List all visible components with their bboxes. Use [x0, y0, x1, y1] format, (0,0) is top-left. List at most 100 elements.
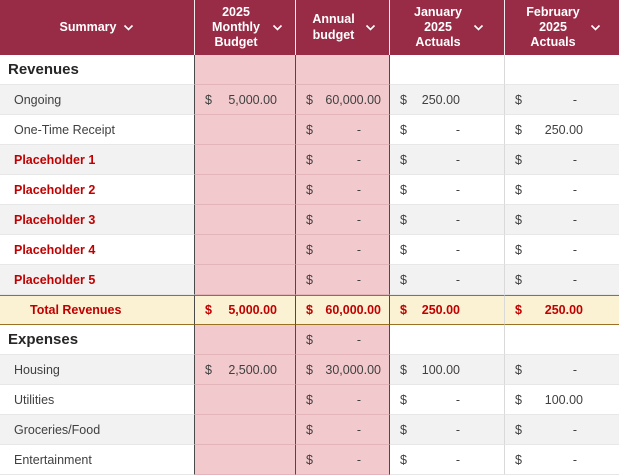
cell-january-actuals[interactable]: $100.00	[390, 355, 505, 385]
cell-annual-budget[interactable]: $ -	[296, 115, 390, 145]
currency-symbol: $	[205, 303, 212, 317]
cell-monthly-budget[interactable]	[195, 235, 296, 265]
cell-february-actuals[interactable]: $ -	[505, 175, 619, 205]
cell-monthly-budget[interactable]: $5,000.00	[195, 295, 296, 325]
header-summary[interactable]: Summary	[0, 0, 195, 55]
currency-symbol: $	[515, 152, 522, 167]
cell-february-actuals[interactable]: $ -	[505, 235, 619, 265]
cell-january-actuals[interactable]	[390, 55, 505, 85]
amount: 100.00	[544, 392, 583, 407]
cell-january-actuals[interactable]: $ -	[390, 385, 505, 415]
cell-february-actuals[interactable]	[505, 325, 619, 355]
cell-january-actuals[interactable]: $ -	[390, 175, 505, 205]
cell-february-actuals[interactable]: $ -	[505, 445, 619, 475]
cell-january-actuals[interactable]: $ -	[390, 415, 505, 445]
amount: 2,500.00	[228, 362, 277, 377]
row-label[interactable]: Placeholder 5	[0, 265, 195, 295]
cell-annual-budget[interactable]: $60,000.00	[296, 85, 390, 115]
cell-february-actuals[interactable]: $ -	[505, 355, 619, 385]
cell-february-actuals[interactable]: $250.00	[505, 295, 619, 325]
cell-annual-budget[interactable]: $ -	[296, 175, 390, 205]
cell-annual-budget[interactable]: $ -	[296, 325, 390, 355]
cell-annual-budget[interactable]: $ -	[296, 445, 390, 475]
column-filter-button[interactable]	[473, 24, 484, 31]
cell-monthly-budget[interactable]	[195, 205, 296, 235]
cell-monthly-budget[interactable]	[195, 175, 296, 205]
currency-symbol: $	[515, 422, 522, 437]
row-label[interactable]: One-Time Receipt	[0, 115, 195, 145]
row-groceries-food: Groceries/Food $ - $ - $ -	[0, 415, 619, 445]
cell-february-actuals[interactable]	[505, 55, 619, 85]
column-filter-button[interactable]	[590, 24, 601, 31]
cell-monthly-budget[interactable]	[195, 445, 296, 475]
cell-january-actuals[interactable]: $ -	[390, 445, 505, 475]
cell-annual-budget[interactable]: $ -	[296, 415, 390, 445]
row-label[interactable]: Entertainment	[0, 445, 195, 475]
header-annual-budget[interactable]: Annual budget	[296, 0, 390, 55]
cell-january-actuals[interactable]: $ -	[390, 265, 505, 295]
cell-february-actuals[interactable]: $ -	[505, 205, 619, 235]
row-label[interactable]: Placeholder 2	[0, 175, 195, 205]
cell-monthly-budget[interactable]	[195, 115, 296, 145]
column-filter-button[interactable]	[123, 24, 134, 31]
amount: -	[572, 152, 577, 167]
header-february-actuals[interactable]: February 2025 Actuals	[505, 0, 619, 55]
amount: 5,000.00	[228, 303, 277, 317]
amount: 250.00	[544, 122, 583, 137]
column-filter-button[interactable]	[272, 24, 283, 31]
amount: -	[356, 182, 361, 197]
cell-january-actuals[interactable]	[390, 325, 505, 355]
cell-annual-budget[interactable]: $30,000.00	[296, 355, 390, 385]
cell-annual-budget[interactable]	[296, 55, 390, 85]
cell-annual-budget[interactable]: $ -	[296, 205, 390, 235]
cell-february-actuals[interactable]: $ -	[505, 415, 619, 445]
cell-annual-budget[interactable]: $ -	[296, 235, 390, 265]
cell-january-actuals[interactable]: $ -	[390, 115, 505, 145]
row-label[interactable]: Housing	[0, 355, 195, 385]
row-label[interactable]: Groceries/Food	[0, 415, 195, 445]
currency-symbol: $	[205, 362, 212, 377]
row-label[interactable]: Placeholder 3	[0, 205, 195, 235]
cell-january-actuals[interactable]: $ -	[390, 205, 505, 235]
row-label[interactable]: Utilities	[0, 385, 195, 415]
column-filter-button[interactable]	[365, 24, 376, 31]
amount: -	[572, 452, 577, 467]
cell-monthly-budget[interactable]: $2,500.00	[195, 355, 296, 385]
cell-monthly-budget[interactable]: $5,000.00	[195, 85, 296, 115]
currency-symbol: $	[306, 122, 313, 137]
cell-annual-budget[interactable]: $ -	[296, 145, 390, 175]
cell-annual-budget[interactable]: $ -	[296, 265, 390, 295]
cell-january-actuals[interactable]: $250.00	[390, 295, 505, 325]
table-header: Summary 2025 Monthly Budget Annual budge…	[0, 0, 619, 55]
cell-february-actuals[interactable]: $ -	[505, 145, 619, 175]
cell-annual-budget[interactable]: $60,000.00	[296, 295, 390, 325]
row-label[interactable]: Ongoing	[0, 85, 195, 115]
cell-monthly-budget[interactable]	[195, 265, 296, 295]
cell-monthly-budget[interactable]	[195, 385, 296, 415]
row-label[interactable]: Placeholder 4	[0, 235, 195, 265]
row-label[interactable]: Placeholder 1	[0, 145, 195, 175]
cell-monthly-budget[interactable]	[195, 325, 296, 355]
section-label[interactable]: Expenses	[0, 325, 195, 355]
total-label[interactable]: Total Revenues	[0, 295, 195, 325]
section-label[interactable]: Revenues	[0, 55, 195, 85]
currency-symbol: $	[306, 212, 313, 227]
cell-annual-budget[interactable]: $ -	[296, 385, 390, 415]
cell-february-actuals[interactable]: $ -	[505, 85, 619, 115]
cell-january-actuals[interactable]: $ -	[390, 235, 505, 265]
header-monthly-budget[interactable]: 2025 Monthly Budget	[195, 0, 296, 55]
cell-february-actuals[interactable]: $100.00	[505, 385, 619, 415]
cell-january-actuals[interactable]: $ -	[390, 145, 505, 175]
cell-monthly-budget[interactable]	[195, 145, 296, 175]
header-january-actuals[interactable]: January 2025 Actuals	[390, 0, 505, 55]
cell-monthly-budget[interactable]	[195, 55, 296, 85]
amount: -	[455, 242, 460, 257]
cell-january-actuals[interactable]: $250.00	[390, 85, 505, 115]
row-utilities: Utilities $ - $ - $100.00	[0, 385, 619, 415]
cell-february-actuals[interactable]: $ -	[505, 265, 619, 295]
amount: -	[455, 422, 460, 437]
currency-symbol: $	[515, 452, 522, 467]
cell-monthly-budget[interactable]	[195, 415, 296, 445]
row-ongoing: Ongoing $5,000.00 $60,000.00 $250.00 $ -	[0, 85, 619, 115]
cell-february-actuals[interactable]: $250.00	[505, 115, 619, 145]
